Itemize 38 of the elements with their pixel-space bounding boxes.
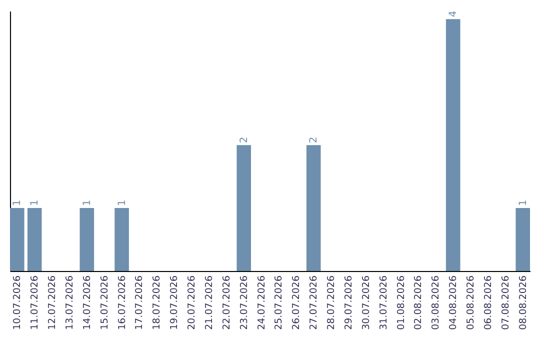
data-label: 2	[308, 136, 320, 144]
x-tick-label: 27.07.2026	[308, 276, 320, 330]
x-tick-label: 18.07.2026	[152, 276, 163, 330]
x-tick-label: 22.07.2026	[221, 276, 232, 330]
data-label: 4	[448, 10, 460, 18]
x-tick-label: 06.08.2026	[482, 276, 494, 330]
data-label: 1	[12, 200, 24, 206]
x-tick-label: 31.07.2026	[378, 276, 390, 330]
data-label: 1	[82, 200, 93, 206]
x-tick-label: 02.08.2026	[413, 276, 424, 330]
data-label: 2	[238, 136, 250, 144]
x-tick-label: 13.07.2026	[64, 276, 76, 330]
x-tick-label: 10.07.2026	[12, 276, 24, 330]
x-tick-label: 17.07.2026	[134, 276, 146, 330]
x-tick-label: 07.08.2026	[500, 276, 512, 330]
x-tick-label: 29.07.2026	[343, 276, 354, 330]
x-tick-label: 20.07.2026	[186, 276, 198, 330]
x-tick-label: 28.07.2026	[326, 276, 338, 330]
data-label: 1	[30, 200, 41, 206]
x-tick-label: 21.07.2026	[204, 276, 215, 330]
x-tick-label: 01.08.2026	[396, 276, 407, 330]
x-tick-label: 25.07.2026	[274, 276, 285, 330]
x-tick-label: 16.07.2026	[116, 276, 128, 330]
x-tick-label: 23.07.2026	[238, 276, 250, 330]
x-tick-label: 26.07.2026	[291, 276, 302, 330]
x-tick-label: 30.07.2026	[360, 276, 372, 330]
x-tick-label: 14.07.2026	[82, 276, 93, 330]
x-tick-label: 19.07.2026	[169, 276, 180, 330]
x-tick-label: 04.08.2026	[448, 276, 460, 330]
x-tick-label: 12.07.2026	[47, 276, 58, 330]
x-tick-label: 11.07.2026	[30, 276, 41, 330]
data-label: 1	[518, 200, 529, 206]
data-label: 1	[116, 200, 128, 206]
x-tick-label: 05.08.2026	[466, 276, 477, 330]
x-tick-label: 03.08.2026	[430, 276, 442, 330]
x-tick-label: 24.07.2026	[256, 276, 268, 330]
x-tick-label: 08.08.2026	[518, 276, 529, 330]
x-tick-label: 15.07.2026	[99, 276, 110, 330]
